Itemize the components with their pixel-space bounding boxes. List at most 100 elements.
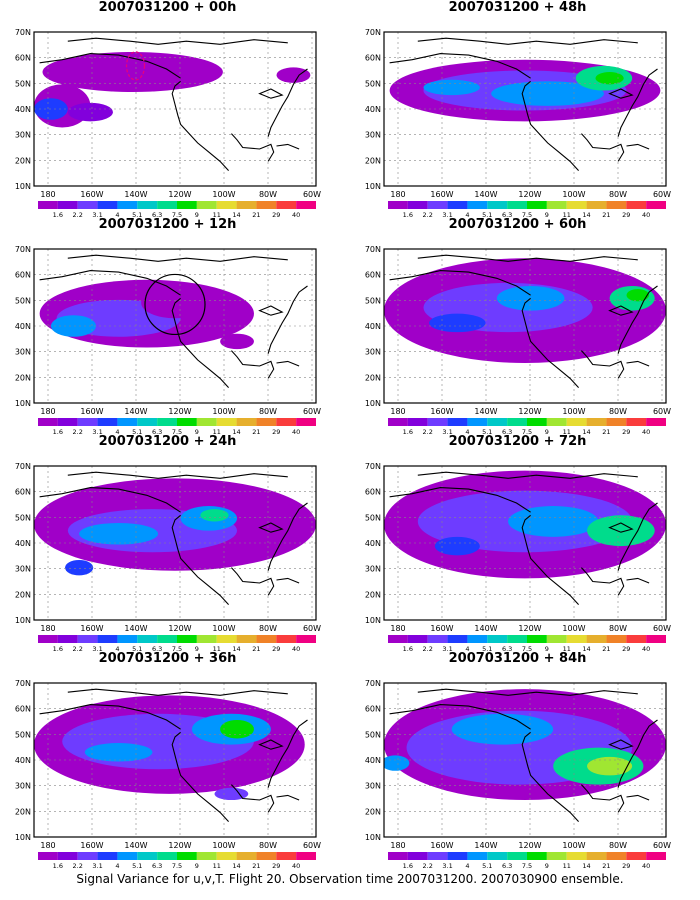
colorbar-label: 3.1 xyxy=(92,862,102,870)
longitude-label: 160W xyxy=(430,190,453,199)
colorbar-swatch xyxy=(566,418,587,426)
colorbar-label: 3.1 xyxy=(442,862,452,870)
longitude-label: 160W xyxy=(80,841,103,850)
colorbar-swatch xyxy=(236,201,257,209)
longitude-label: 80W xyxy=(609,407,627,416)
variance-contour xyxy=(67,102,113,122)
colorbar-label: 7.5 xyxy=(522,645,532,653)
latitude-label: 10N xyxy=(365,616,381,625)
colorbar: 1.6 2.2 3.1 4 5.1 6.3 7.5 9 11 14 21 29 40 xyxy=(388,852,666,870)
colorbar-swatch xyxy=(527,418,547,426)
longitude-label: 100W xyxy=(562,190,585,199)
colorbar-label: 9 xyxy=(545,862,549,870)
panel-title: 2007031200 + 60h xyxy=(448,217,587,232)
colorbar-swatch xyxy=(487,635,508,643)
colorbar-swatch xyxy=(527,635,547,643)
longitude-label: 140W xyxy=(124,624,147,633)
colorbar-label: 21 xyxy=(602,428,610,436)
figure-caption: Signal Variance for u,v,T. Flight 20. Ob… xyxy=(76,872,624,886)
colorbar-swatch xyxy=(38,852,58,860)
map-panel: 2007031200 + 24h 70N 60N 50N 40N 30N 20N 10N 180… xyxy=(0,434,335,656)
map-panel: 2007031200 + 00h 70N 60N 50N 40N 30N 20N 10N 180… xyxy=(0,0,335,222)
colorbar-swatch xyxy=(427,201,448,209)
colorbar-swatch xyxy=(97,852,118,860)
longitude-label: 140W xyxy=(474,841,497,850)
longitude-label: 80W xyxy=(259,190,277,199)
map-panel: 2007031200 + 72h 70N 60N 50N 40N 30N 20N 10N 180… xyxy=(350,434,685,656)
colorbar-swatch xyxy=(196,201,217,209)
colorbar-label: 6.3 xyxy=(152,645,162,653)
observation-region-marker xyxy=(144,273,206,336)
variance-contour xyxy=(423,79,480,96)
longitude-label: 100W xyxy=(562,841,585,850)
colorbar-label: 5.1 xyxy=(132,428,142,436)
longitude-label: 160W xyxy=(430,624,453,633)
panel-title: 2007031200 + 12h xyxy=(98,217,237,232)
map-panel: 2007031200 + 60h 70N 60N 50N 40N 30N 20N 10N 180… xyxy=(350,217,685,439)
colorbar-label: 5.1 xyxy=(482,211,492,219)
colorbar-label: 6.3 xyxy=(152,862,162,870)
colorbar: 1.6 2.2 3.1 4 5.1 6.3 7.5 9 11 14 21 29 40 xyxy=(388,201,666,219)
colorbar-swatch xyxy=(546,852,567,860)
colorbar-label: 11 xyxy=(563,428,571,436)
colorbar-label: 7.5 xyxy=(172,428,182,436)
panel-title: 2007031200 + 84h xyxy=(448,651,587,666)
colorbar-swatch xyxy=(507,852,527,860)
longitude-label: 60W xyxy=(653,841,671,850)
latitude-label: 50N xyxy=(365,79,381,88)
colorbar-swatch xyxy=(97,418,118,426)
variance-field xyxy=(34,52,311,128)
colorbar-swatch xyxy=(626,418,647,426)
colorbar-label: 2.2 xyxy=(73,428,83,436)
colorbar-swatch xyxy=(507,201,527,209)
flight-track-marker xyxy=(125,51,146,81)
colorbar-swatch xyxy=(117,635,138,643)
latitude-label: 30N xyxy=(15,565,31,574)
colorbar-label: 5.1 xyxy=(482,645,492,653)
colorbar-label: 6.3 xyxy=(152,211,162,219)
colorbar-swatch xyxy=(117,852,138,860)
longitude-label: 120W xyxy=(168,624,191,633)
latitude-label: 30N xyxy=(365,782,381,791)
colorbar-label: 40 xyxy=(642,862,650,870)
colorbar-swatch xyxy=(256,201,277,209)
colorbar-swatch xyxy=(296,635,316,643)
colorbar-swatch xyxy=(646,635,666,643)
colorbar-label: 5.1 xyxy=(132,645,142,653)
colorbar-swatch xyxy=(586,635,607,643)
map-panel: 2007031200 + 12h 70N 60N 50N 40N 30N 20N 10N 180… xyxy=(0,217,335,439)
latitude-label: 70N xyxy=(365,679,381,688)
latitude-label: 20N xyxy=(365,807,381,816)
longitude-label: 180 xyxy=(40,190,55,199)
colorbar-swatch xyxy=(196,635,217,643)
colorbar-label: 9 xyxy=(195,862,199,870)
colorbar-label: 4 xyxy=(465,862,469,870)
colorbar-swatch xyxy=(388,418,408,426)
colorbar-label: 2.2 xyxy=(423,645,433,653)
colorbar-label: 14 xyxy=(232,428,240,436)
colorbar-label: 2.2 xyxy=(73,211,83,219)
colorbar-swatch xyxy=(137,418,158,426)
longitude-label: 180 xyxy=(40,407,55,416)
longitude-label: 120W xyxy=(518,841,541,850)
colorbar-label: 7.5 xyxy=(522,862,532,870)
colorbar-label: 9 xyxy=(545,428,549,436)
variance-contour xyxy=(220,333,254,350)
latitude-label: 60N xyxy=(15,705,31,714)
longitude-label: 80W xyxy=(609,624,627,633)
variance-contour xyxy=(626,289,650,302)
colorbar-label: 21 xyxy=(602,645,610,653)
latitude-label: 70N xyxy=(15,245,31,254)
colorbar-label: 5.1 xyxy=(482,428,492,436)
latitude-label: 50N xyxy=(15,296,31,305)
latitude-label: 30N xyxy=(15,782,31,791)
colorbar-label: 1.6 xyxy=(53,862,63,870)
longitude-label: 180 xyxy=(40,841,55,850)
latitude-label: 40N xyxy=(15,322,31,331)
colorbar-label: 2.2 xyxy=(423,211,433,219)
colorbar-label: 4 xyxy=(465,211,469,219)
colorbar-label: 5.1 xyxy=(482,862,492,870)
colorbar-label: 11 xyxy=(213,645,221,653)
coastline xyxy=(389,471,658,605)
colorbar-label: 3.1 xyxy=(92,645,102,653)
